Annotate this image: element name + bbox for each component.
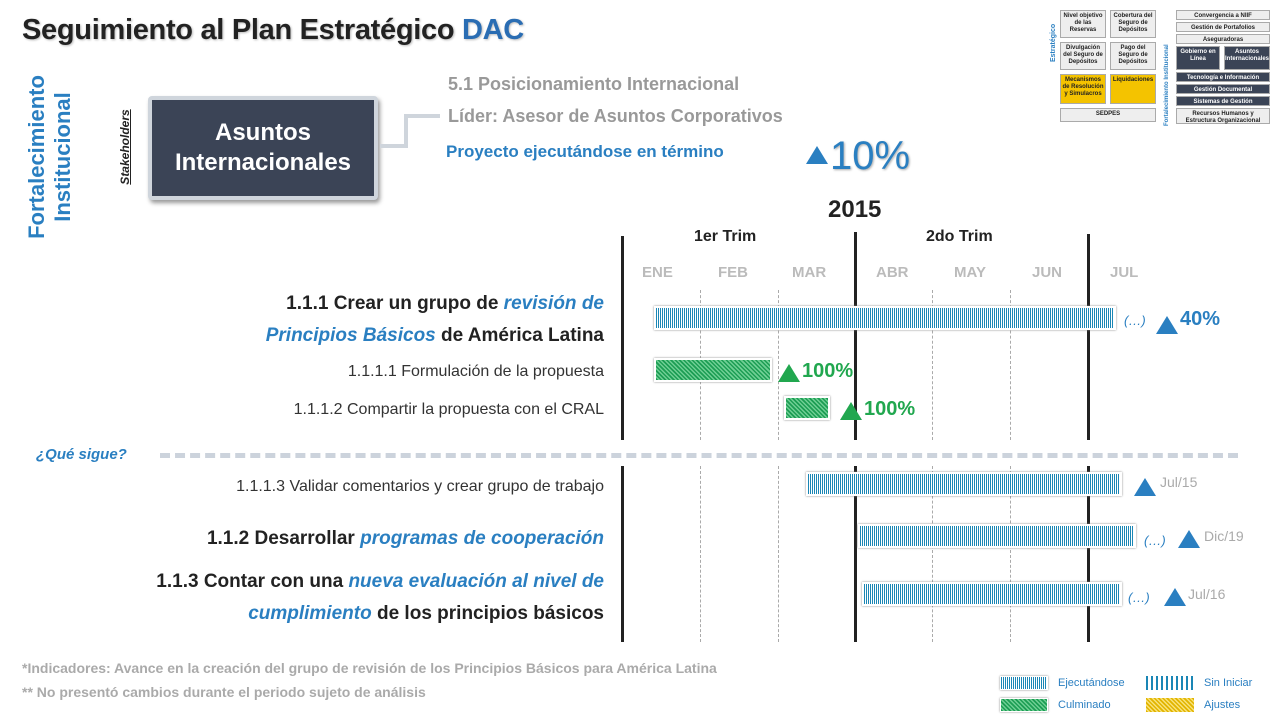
footnote-no-changes: ** No presentó cambios durante el period… [22, 684, 426, 700]
quarter-divider-line [1087, 234, 1090, 440]
task-percent: 100% [802, 360, 854, 382]
connector [404, 114, 440, 118]
month-label: JUN [1032, 264, 1063, 281]
legend-swatch-executing [1000, 676, 1048, 690]
continuation-marker: (…) [1128, 590, 1150, 605]
task-percent: 100% [864, 398, 916, 420]
legend-swatch-not-started [1146, 676, 1194, 690]
minimap-institutional-label: Fortalecimiento Institucional [1164, 44, 1170, 126]
gantt-bar-done [784, 396, 830, 420]
task-label-1-1-1-1: 1.1.1.1 Formulación de la propuesta [347, 363, 604, 380]
up-triangle-icon [1178, 530, 1200, 548]
gantt-bar-executing [654, 306, 1116, 330]
task-label-1-1-1: 1.1.1 Crear un grupo de revisión de Prin… [265, 293, 604, 346]
legend-swatch-done [1000, 698, 1048, 712]
area-label: Fortalecimiento Institucional [24, 75, 75, 239]
page-title: Seguimiento al Plan Estratégico DAC [22, 14, 524, 46]
up-triangle-icon [1164, 588, 1186, 606]
minimap-cell: Recursos Humanos y Estructura Organizaci… [1176, 108, 1270, 124]
up-triangle-icon [1134, 478, 1156, 496]
overall-percent: 10% [830, 134, 911, 178]
month-label: ENE [642, 264, 673, 281]
month-label: FEB [718, 264, 748, 281]
minimap-cell: Liquidaciones [1110, 74, 1156, 104]
gantt-bar-not-started [858, 524, 1136, 548]
minimap-cell: Aseguradoras [1176, 34, 1270, 44]
minimap-cell: Gestión de Portafolios [1176, 22, 1270, 32]
minimap-cell: Convergencia a NIIF [1176, 10, 1270, 20]
project-info: 5.1 Posicionamiento Internacional Líder:… [448, 68, 783, 132]
timeline-start-line [621, 466, 624, 642]
legend-adjust: Ajustes [1204, 699, 1241, 711]
month-gridline [778, 466, 779, 642]
up-triangle-icon [806, 146, 828, 164]
minimap-cell: Pago del Seguro de Depósitos [1110, 42, 1156, 70]
legend-done: Culminado [1058, 699, 1111, 711]
gantt-bar-not-started [806, 472, 1122, 496]
task-label-1-1-1-2: 1.1.1.2 Compartir la propuesta con el CR… [293, 401, 604, 418]
minimap-cell: SEDPES [1060, 108, 1156, 122]
month-gridline [1010, 290, 1011, 440]
due-date: Dic/19 [1204, 528, 1244, 544]
task-label-1-1-3: 1.1.3 Contar con una nueva evaluación al… [156, 571, 604, 624]
project-position: 5.1 Posicionamiento Internacional [448, 74, 740, 94]
minimap-cell: Sistemas de Gestión [1176, 96, 1270, 106]
month-gridline [932, 290, 933, 440]
quarter-label: 2do Trim [926, 228, 993, 245]
quarter-divider-line [1087, 466, 1090, 642]
task-label-1-1-2: 1.1.2 Desarrollar programas de cooperaci… [206, 528, 604, 549]
continuation-marker: (…) [1124, 313, 1146, 328]
minimap-cell-current: Asuntos Internacionales [1224, 46, 1270, 70]
connector [404, 114, 408, 148]
month-gridline [700, 466, 701, 642]
task-percent: 40% [1180, 308, 1221, 330]
minimap-cell: Tecnología e Información [1176, 72, 1270, 82]
minimap-cell: Cobertura del Seguro de Depósitos [1110, 10, 1156, 38]
month-gridline [932, 466, 933, 642]
due-date: Jul/16 [1188, 586, 1226, 602]
legend-swatch-adjust [1146, 698, 1194, 712]
minimap-cell: Gobierno en Línea [1176, 46, 1220, 70]
legend-not-started: Sin Iniciar [1204, 677, 1253, 689]
minimap-cell: Mecanismos de Resolución y Simulacros [1060, 74, 1106, 104]
project-box: Asuntos Internacionales [148, 96, 378, 200]
footnote-indicators: *Indicadores: Avance en la creación del … [22, 660, 717, 676]
quarter-label: 1er Trim [694, 228, 757, 245]
timeline-start-line [621, 236, 624, 440]
minimap-strategic-label: Estratégico [1050, 23, 1057, 62]
month-label: MAY [954, 264, 986, 281]
project-status: Proyecto ejecutándose en término [446, 142, 724, 161]
next-steps-label: ¿Qué sigue? [36, 446, 127, 463]
quarter-divider-line [854, 466, 857, 642]
quarter-divider-line [854, 232, 857, 440]
due-date: Jul/15 [1160, 474, 1198, 490]
timeline-year: 2015 [828, 196, 882, 223]
month-label: MAR [792, 264, 827, 281]
up-triangle-icon [778, 364, 800, 382]
continuation-marker: (…) [1144, 533, 1166, 548]
minimap-cell: Gestión Documental [1176, 84, 1270, 94]
connector [380, 144, 408, 148]
gantt-bar-done [654, 358, 772, 382]
minimap-cell: Nivel objetivo de las Reservas [1060, 10, 1106, 38]
minimap-cell: Divulgación del Seguro de Depósitos [1060, 42, 1106, 70]
legend-executing: Ejecutándose [1058, 677, 1125, 689]
month-label: JUL [1110, 264, 1139, 281]
stakeholders-label: Stakeholders [118, 109, 132, 185]
up-triangle-icon [840, 402, 862, 420]
up-triangle-icon [1156, 316, 1178, 334]
dashed-separator [160, 453, 1238, 458]
gantt-bar-not-started [862, 582, 1122, 606]
month-gridline [1010, 466, 1011, 642]
task-label-1-1-1-3: 1.1.1.3 Validar comentarios y crear grup… [236, 478, 604, 495]
project-leader: Líder: Asesor de Asuntos Corporativos [448, 106, 783, 126]
strategy-map-thumbnail: Estratégico Nivel objetivo de las Reserv… [1050, 8, 1272, 126]
month-label: ABR [876, 264, 909, 281]
